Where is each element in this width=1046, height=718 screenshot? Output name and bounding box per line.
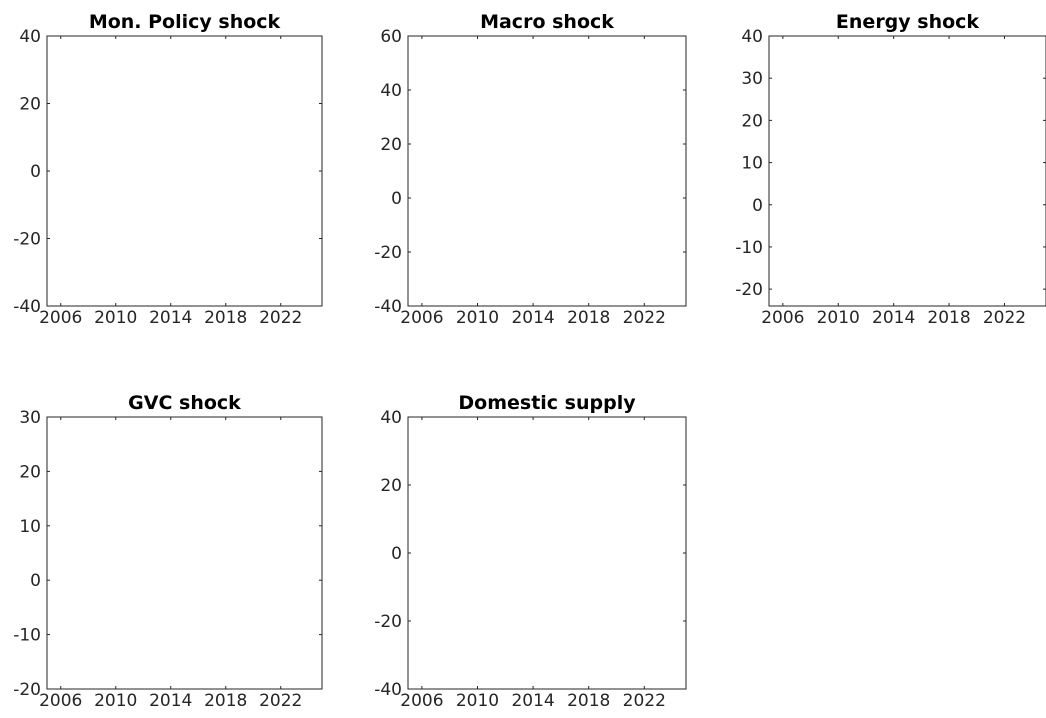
y-tick-label: -40 — [374, 680, 402, 700]
y-tick-label: -20 — [13, 680, 41, 700]
x-tick-label: 2010 — [817, 308, 860, 328]
y-tick-label: -10 — [735, 238, 763, 258]
y-tick-label: 30 — [19, 408, 41, 428]
y-tick-label: -40 — [13, 297, 41, 317]
y-tick-label: 60 — [380, 27, 402, 47]
y-tick-label: 40 — [19, 27, 41, 47]
y-tick-label: 20 — [19, 462, 41, 482]
x-tick-label: 2010 — [456, 691, 499, 711]
x-tick-label: 2014 — [872, 308, 915, 328]
x-tick-label: 2018 — [567, 691, 610, 711]
y-tick-label: 10 — [19, 517, 41, 537]
x-tick-label: 2018 — [927, 308, 970, 328]
y-tick-label: -40 — [374, 297, 402, 317]
y-tick-label: -20 — [13, 230, 41, 250]
x-tick-label: 2006 — [39, 691, 82, 711]
y-tick-label: 0 — [752, 196, 763, 216]
y-tick-label: 20 — [380, 476, 402, 496]
x-tick-label: 2018 — [204, 691, 247, 711]
x-tick-label: 2022 — [983, 308, 1026, 328]
y-tick-label: 0 — [391, 189, 402, 209]
y-tick-label: 20 — [741, 111, 763, 131]
y-tick-label: 0 — [391, 544, 402, 564]
y-tick-label: 0 — [30, 162, 41, 182]
y-tick-label: 40 — [380, 408, 402, 428]
x-tick-label: 2022 — [623, 691, 666, 711]
x-tick-label: 2006 — [761, 308, 804, 328]
axes-frame — [768, 35, 1046, 307]
x-tick-label: 2014 — [511, 308, 554, 328]
x-tick-label: 2010 — [94, 691, 137, 711]
chart-title: GVC shock — [128, 392, 241, 414]
x-tick-label: 2022 — [259, 691, 302, 711]
x-tick-label: 2022 — [259, 308, 302, 328]
y-tick-label: 0 — [30, 571, 41, 591]
axes-frame — [407, 35, 687, 307]
chart-title: Domestic supply — [458, 392, 636, 414]
y-tick-label: 10 — [741, 154, 763, 174]
chart-panel: 2006 2010 2014 2018 2022 -40 -20 0 20 40 Domestic … — [374, 392, 687, 711]
y-tick-label: -20 — [374, 243, 402, 263]
x-tick-label: 2010 — [456, 308, 499, 328]
x-tick-label: 2018 — [567, 308, 610, 328]
chart-panel: 2006 2010 2014 2018 2022 -40 -20 0 20 40 60 Macro s… — [374, 11, 687, 328]
y-tick-label: 20 — [19, 95, 41, 115]
axes-frame — [46, 35, 323, 307]
x-tick-label: 2006 — [400, 308, 443, 328]
x-tick-label: 2022 — [623, 308, 666, 328]
y-tick-label: -20 — [374, 612, 402, 632]
x-tick-label: 2018 — [204, 308, 247, 328]
chart-title: Mon. Policy shock — [89, 11, 281, 33]
y-tick-label: 40 — [741, 27, 763, 47]
axes-frame — [407, 416, 687, 690]
x-tick-label: 2010 — [94, 308, 137, 328]
chart-panel: 2006 2010 2014 2018 2022 -20 -10 0 10 20 30 GVC sho… — [13, 392, 323, 711]
chart-panel: 2006 2010 2014 2018 2022 -20 -10 0 10 20 30 40 Energ… — [735, 11, 1046, 328]
y-tick-label: -10 — [13, 626, 41, 646]
y-tick-label: 40 — [380, 81, 402, 101]
chart-title: Energy shock — [836, 11, 980, 33]
y-tick-label: 30 — [741, 69, 763, 89]
chart-panel: 2006 2010 2014 2018 2022 -40 -20 0 20 40 Mon. Poli… — [13, 11, 323, 328]
x-tick-label: 2006 — [39, 308, 82, 328]
chart-title: Macro shock — [480, 11, 614, 33]
y-tick-label: -20 — [735, 280, 763, 300]
x-tick-label: 2014 — [149, 308, 192, 328]
y-tick-label: 20 — [380, 135, 402, 155]
x-tick-label: 2014 — [511, 691, 554, 711]
axes-frame — [46, 416, 323, 690]
x-tick-label: 2006 — [400, 691, 443, 711]
x-tick-label: 2014 — [149, 691, 192, 711]
